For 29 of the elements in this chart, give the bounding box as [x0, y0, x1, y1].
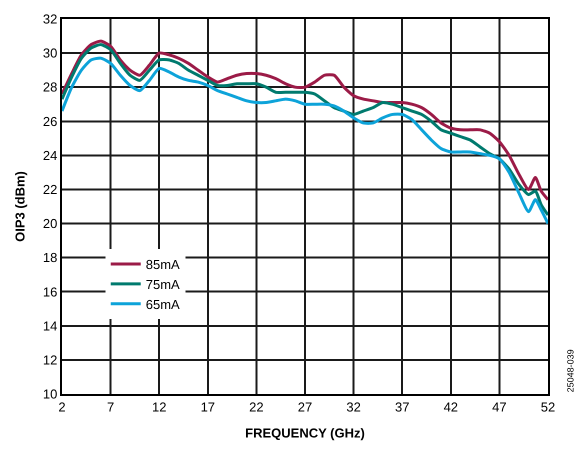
x-tick-label: 17	[200, 400, 216, 415]
y-axis-title: OIP3 (dBm)	[12, 171, 28, 242]
y-tick-label: 10	[42, 386, 58, 402]
x-tick-label: 2	[58, 400, 66, 415]
x-tick-label: 52	[540, 400, 556, 415]
y-tick-label: 16	[42, 284, 58, 300]
text: 25048-039	[565, 349, 576, 392]
y-tick-label: 14	[42, 318, 58, 334]
x-tick-label: 47	[492, 400, 507, 415]
y-tick-label: 18	[42, 250, 58, 266]
x-tick-label: 7	[106, 400, 114, 415]
x-tick-label: 42	[444, 400, 458, 415]
x-axis-title: FREQUENCY (GHz)	[245, 426, 365, 441]
x-tick-label: 32	[346, 400, 361, 415]
x-tick-label: 27	[298, 400, 312, 415]
y-tick-label: 24	[42, 148, 58, 163]
y-tick-label: 22	[42, 182, 58, 197]
y-tick-label: 30	[42, 46, 58, 61]
legend-label: 75mA	[146, 276, 180, 292]
y-tick-label: 20	[42, 216, 58, 232]
y-tick-label: 28	[42, 80, 58, 95]
x-tick-label: 22	[249, 400, 264, 415]
x-tick-label: 12	[152, 400, 166, 415]
y-tick-label: 26	[42, 114, 58, 129]
legend-label: 85mA	[146, 257, 180, 272]
y-tick-label: 12	[42, 352, 58, 368]
y-tick-label: 32	[42, 12, 58, 27]
x-tick-label: 37	[394, 400, 410, 415]
legend-label: 65mA	[146, 296, 180, 312]
